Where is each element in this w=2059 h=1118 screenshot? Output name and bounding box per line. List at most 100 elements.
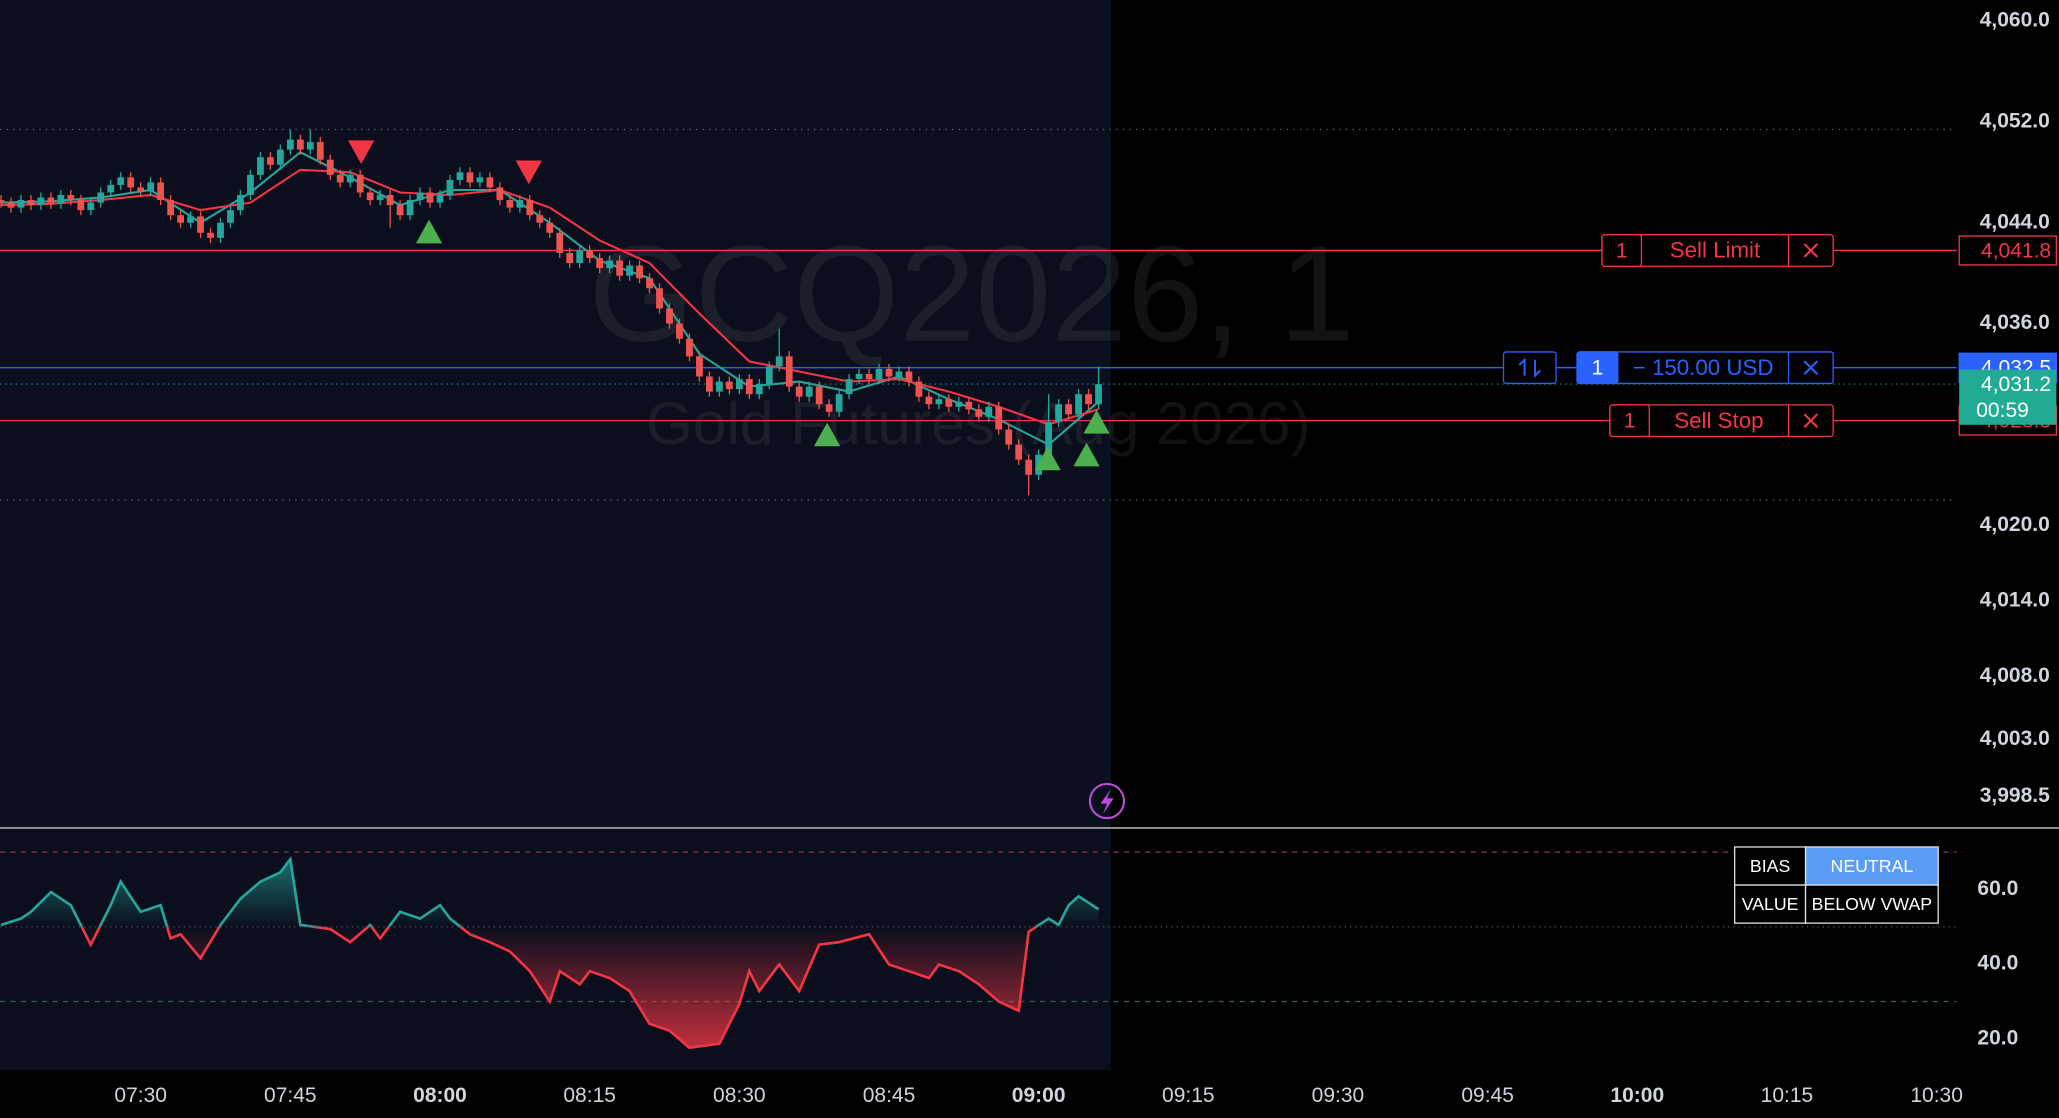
price-axis-label: 4,041.8 — [1981, 239, 2051, 262]
candle-body — [696, 356, 703, 377]
price-pane — [0, 128, 1957, 501]
order-quantity: 1 — [1624, 409, 1636, 432]
candle-body — [227, 210, 234, 223]
candle-body — [715, 381, 723, 392]
candle-body — [845, 379, 853, 395]
candle-body — [326, 159, 334, 175]
candle-body — [396, 205, 404, 216]
candle-body — [486, 177, 494, 188]
candle-body — [366, 192, 374, 201]
candle-body — [386, 195, 394, 206]
order-text: Sell Limit — [1670, 238, 1761, 263]
candle-body — [416, 192, 424, 201]
candle-body — [177, 215, 184, 223]
reverse-box — [1502, 351, 1557, 385]
candle-body — [596, 258, 604, 269]
candle-body — [725, 381, 733, 390]
candle-body — [795, 386, 803, 397]
order-label[interactable]: 1 Sell Stop — [1609, 404, 1834, 438]
oscillator-area — [81, 926, 1037, 1048]
candle-body — [476, 177, 484, 183]
order-text: − 150.00 USD — [1633, 355, 1774, 380]
candle-body — [935, 399, 943, 405]
oscillator-line — [80, 926, 1060, 1050]
candle-body — [7, 202, 15, 208]
candle-body — [296, 139, 304, 150]
x-tick-label: 10:15 — [1761, 1084, 1814, 1107]
x-tick-label: 09:45 — [1461, 1084, 1514, 1107]
candle-body — [1015, 444, 1023, 460]
buy-signal — [813, 422, 841, 447]
last-price-box — [1959, 369, 2057, 425]
candle-body — [875, 368, 883, 380]
candle-body — [506, 200, 514, 208]
buy-signal — [1073, 442, 1100, 467]
candle-body — [77, 200, 85, 211]
candle-body — [1065, 404, 1072, 415]
candle-body — [137, 187, 145, 192]
candle-body — [815, 386, 823, 405]
candle-body — [1025, 459, 1033, 475]
order-close[interactable] — [1803, 413, 1819, 428]
table-text: NEUTRAL — [1831, 856, 1914, 876]
order-label[interactable]: 1 Sell Limit — [1601, 234, 1834, 267]
last-price-label: 4,031.2 — [1981, 373, 2051, 396]
order-close[interactable] — [1803, 360, 1819, 375]
order-label[interactable]: 1 − 150.00 USD — [1576, 351, 1834, 385]
lightning-button[interactable] — [1088, 782, 1126, 820]
candle-body — [147, 182, 155, 192]
table-text: BELOW VWAP — [1812, 894, 1932, 914]
candle-body — [316, 142, 324, 160]
candle-body — [576, 250, 584, 264]
bias-table: BIAS NEUTRAL VALUE BELOW VWAP — [1733, 846, 1939, 924]
candle-body — [855, 373, 863, 380]
candle-body — [436, 195, 444, 203]
reverse-button[interactable] — [1502, 351, 1557, 385]
candle-body — [616, 260, 623, 276]
candle-body — [606, 260, 614, 269]
lightning-icon — [1100, 789, 1114, 815]
candle-body — [546, 222, 554, 233]
candle-body — [237, 195, 244, 211]
candle-body — [745, 379, 753, 395]
candle-body — [686, 338, 693, 357]
x-tick-label: 09:30 — [1312, 1084, 1365, 1107]
candle-body — [197, 216, 204, 233]
candle-body — [915, 381, 923, 397]
candle-body — [37, 197, 45, 206]
candle-body — [87, 202, 95, 211]
candle-body — [247, 174, 254, 196]
candle-body — [775, 356, 783, 367]
x-tick-label: 08:00 — [413, 1084, 467, 1107]
candle-body — [157, 182, 165, 201]
x-tick-label: 08:30 — [713, 1084, 766, 1107]
watermark-name: Gold Futures (Aug 2026) — [646, 389, 1311, 457]
candle-body — [426, 192, 434, 203]
y-tick-label: 4,036.0 — [1980, 311, 2050, 334]
buy-signal — [1034, 446, 1061, 471]
candle-body — [1045, 421, 1053, 455]
oscillator-up — [0, 855, 1100, 927]
order-text: Sell Stop — [1674, 408, 1763, 433]
oscillator-pane — [0, 851, 1957, 1050]
candle-body — [67, 195, 75, 201]
candle-body — [516, 200, 524, 208]
order-close[interactable] — [1803, 243, 1819, 258]
candle-body — [187, 216, 194, 223]
order-qty-cell — [1601, 234, 1643, 267]
candle-body — [835, 394, 843, 412]
price-axis-box — [1958, 235, 2058, 266]
candle-body — [895, 371, 903, 377]
candle-body — [656, 288, 663, 309]
oscillator-area — [1, 859, 1099, 927]
candle-body — [346, 174, 354, 183]
table-cell — [1733, 884, 1807, 924]
buy-signal — [1083, 410, 1110, 434]
candle-body — [865, 373, 873, 380]
candle-body — [556, 232, 564, 253]
y-tick-label: 4,008.0 — [1980, 664, 2050, 687]
candle-body — [646, 278, 653, 289]
candle-body — [765, 366, 773, 385]
